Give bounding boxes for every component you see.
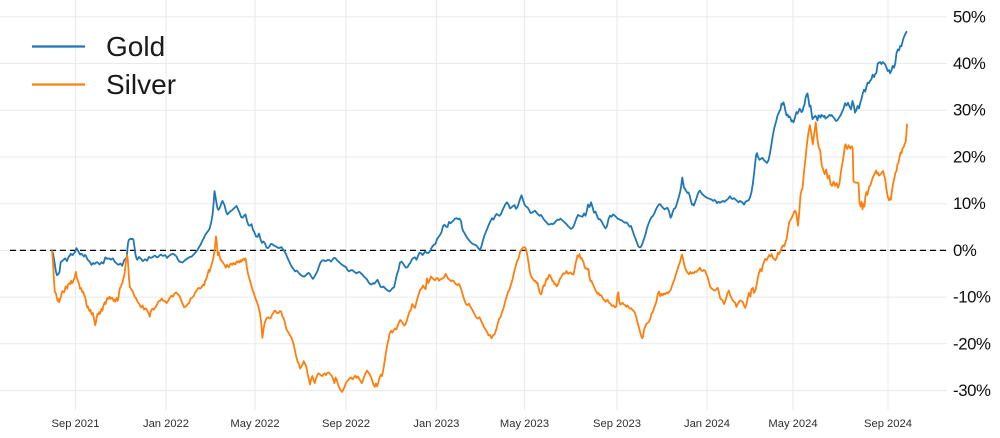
svg-text:May 2022: May 2022 [230,418,279,430]
svg-text:May 2024: May 2024 [768,418,817,430]
svg-text:Sep 2021: Sep 2021 [52,418,100,430]
svg-text:0%: 0% [953,241,977,260]
svg-text:-10%: -10% [953,288,991,307]
svg-text:Jan 2024: Jan 2024 [684,418,730,430]
svg-text:-20%: -20% [953,334,991,353]
svg-text:-30%: -30% [953,381,991,400]
svg-text:20%: 20% [953,148,986,167]
svg-text:Sep 2024: Sep 2024 [864,418,912,430]
svg-text:Silver: Silver [106,69,176,100]
svg-text:30%: 30% [953,101,986,120]
svg-text:10%: 10% [953,194,986,213]
svg-text:Sep 2023: Sep 2023 [593,418,641,430]
svg-text:50%: 50% [953,7,986,26]
svg-text:40%: 40% [953,54,986,73]
svg-text:Gold: Gold [106,31,165,62]
svg-text:Jan 2023: Jan 2023 [413,418,459,430]
svg-text:Sep 2022: Sep 2022 [322,418,370,430]
svg-text:May 2023: May 2023 [500,418,549,430]
svg-text:Jan 2022: Jan 2022 [143,418,189,430]
